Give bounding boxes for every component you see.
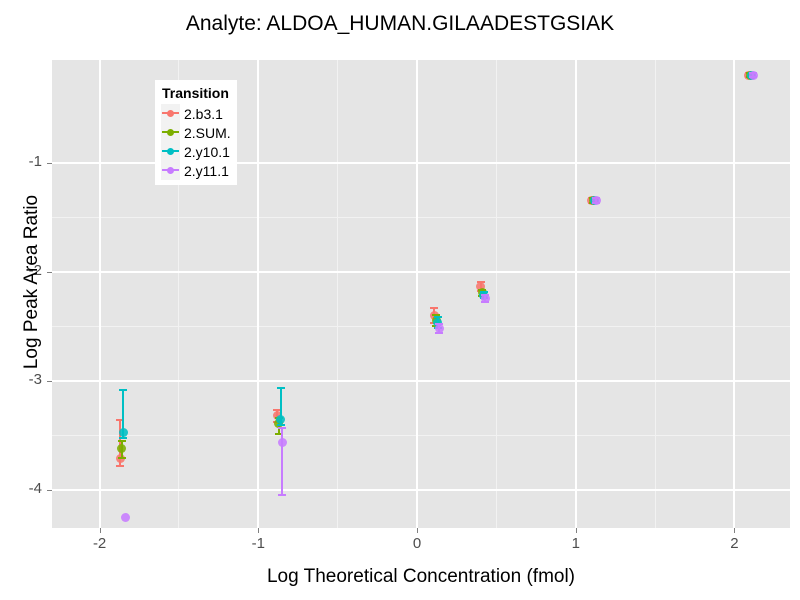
error-bar (122, 389, 125, 438)
y-axis-label: Log Peak Area Ratio (21, 194, 42, 370)
gridline-major-horizontal (52, 380, 790, 383)
error-bar-cap (432, 313, 441, 316)
data-point (117, 444, 127, 454)
y-tick-label: -4 (28, 479, 42, 497)
error-bar-cap (278, 426, 287, 429)
y-tick-mark (47, 489, 52, 491)
legend-item-label: 2.y10.1 (184, 143, 230, 160)
legend-key-swatch-icon (161, 142, 180, 161)
page-title: Analyte: ALDOA_HUMAN.GILAADESTGSIAK (185, 12, 615, 35)
error-bar-cap (116, 464, 125, 467)
gridline-major-vertical (416, 60, 419, 528)
data-point (276, 414, 286, 424)
data-point (476, 281, 486, 291)
x-axis-label: Log Theoretical Concentration (fmol) (266, 566, 576, 587)
error-bar-cap (274, 433, 283, 436)
error-bar-cap (433, 315, 442, 318)
gridline-major-vertical (733, 60, 736, 528)
legend-items: 2.b3.1 2.SUM. 2.y10.1 2.y11.1 (161, 104, 231, 180)
legend-item-2-y10-1[interactable]: 2.y10.1 (161, 142, 231, 161)
error-bar-cap (276, 386, 285, 389)
error-bar-cap (435, 332, 444, 335)
legend-item-label: 2.SUM. (184, 124, 231, 141)
x-tick-label: 0 (412, 535, 422, 552)
legend-key-swatch-icon (161, 104, 180, 123)
legend-item-2-b3-1[interactable]: 2.b3.1 (161, 104, 231, 123)
x-tick-label: -2 (92, 535, 107, 552)
x-tick-mark (258, 528, 260, 533)
data-point (433, 317, 443, 327)
legend-item-2-sum[interactable]: 2.SUM. (161, 123, 231, 142)
legend-item-label: 2.b3.1 (184, 105, 223, 122)
data-point (120, 512, 130, 522)
x-tick-mark (575, 528, 577, 533)
gridline-major-horizontal (52, 271, 790, 274)
gridline-minor-horizontal (52, 434, 790, 436)
legend-key-swatch-icon (161, 123, 180, 142)
gridline-major-horizontal (52, 162, 790, 165)
data-point (480, 293, 490, 303)
y-tick-mark (47, 272, 52, 274)
legend-title: Transition (162, 85, 229, 101)
data-point (434, 324, 444, 334)
gridline-minor-horizontal (52, 217, 790, 219)
error-bar-cap (117, 439, 126, 442)
error-bar (279, 387, 282, 425)
x-tick-label: 1 (571, 535, 580, 552)
legend-item-label: 2.y11.1 (184, 162, 229, 179)
error-bar (281, 427, 284, 496)
gridline-major-vertical (257, 60, 260, 528)
error-bar-cap (119, 388, 128, 391)
y-tick-mark (47, 163, 52, 165)
gridline-minor-vertical (178, 60, 180, 528)
legend-item-2-y11-1[interactable]: 2.y11.1 (161, 161, 231, 180)
error-bar-cap (116, 419, 125, 422)
y-tick-label: -3 (28, 371, 42, 389)
data-point (748, 70, 758, 80)
gridline-minor-vertical (654, 60, 656, 528)
data-point (118, 427, 128, 437)
x-tick-mark (417, 528, 419, 533)
error-bar-cap (117, 457, 126, 460)
error-bar-cap (430, 307, 439, 310)
y-tick-label: -2 (28, 262, 42, 280)
legend-key-swatch-icon (161, 161, 180, 180)
error-bar-cap (278, 494, 287, 497)
gridline-minor-horizontal (52, 326, 790, 328)
error-bar-cap (273, 409, 282, 412)
x-tick-label: 2 (730, 535, 739, 552)
gridline-minor-vertical (337, 60, 339, 528)
y-tick-label: -1 (28, 153, 42, 171)
data-point (277, 437, 287, 447)
x-tick-mark (734, 528, 736, 533)
gridline-minor-vertical (495, 60, 497, 528)
error-bar-cap (119, 436, 128, 439)
x-tick-label: -1 (251, 535, 265, 552)
legend: Transition 2.b3.1 2.SUM. 2.y10.1 2.y11.1 (155, 80, 237, 185)
gridline-major-vertical (574, 60, 577, 528)
error-bar (119, 420, 122, 466)
gridline-major-vertical (98, 60, 101, 528)
y-tick-mark (47, 381, 52, 383)
gridline-major-horizontal (52, 488, 790, 491)
data-point (591, 195, 601, 205)
error-bar-cap (276, 423, 285, 426)
x-tick-mark (99, 528, 101, 533)
